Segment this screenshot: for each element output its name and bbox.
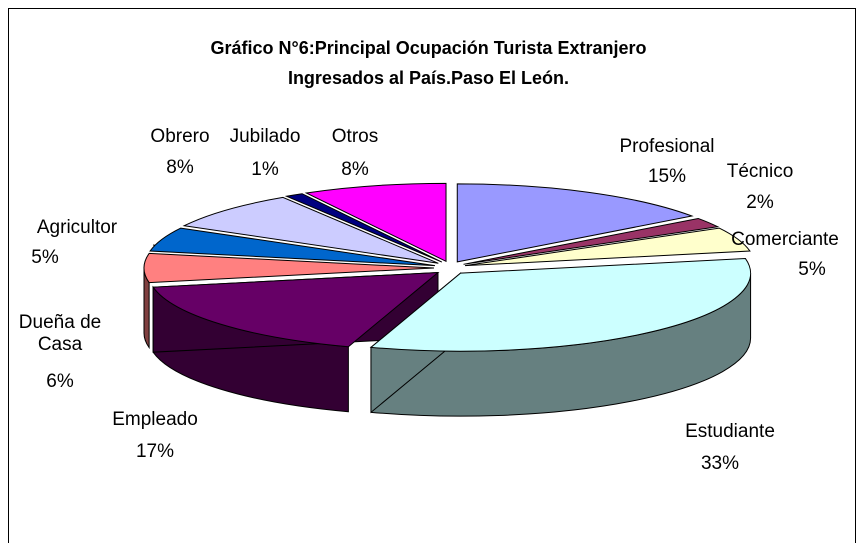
slice [369,258,752,352]
value-label: 6% [46,371,74,392]
value-label: 8% [341,159,369,180]
slice-label: Otros [331,126,379,147]
slice [463,217,720,265]
slice-label: Profesional [619,136,715,157]
chart-title: Ingresados al País.Paso El León. [287,68,570,88]
value-label: 33% [700,453,740,474]
value-label: 17% [135,441,175,462]
value-label: 1% [251,159,279,180]
slice-label: Dueña de Casa [18,312,102,355]
slice-label: Obrero [150,126,210,147]
slice [149,227,436,267]
slice-label: Empleado [112,409,198,430]
slice-label: Técnico [726,161,794,182]
value-label: 8% [166,157,194,178]
slice [464,227,751,267]
slice-label: Estudiante [685,421,775,442]
value-label: 2% [746,192,774,213]
slice-label: Jubilado [229,126,301,147]
slice-label: Comerciante [731,229,839,250]
value-label: 15% [647,166,687,187]
slice [152,271,440,348]
slice-label: Agricultor [36,217,118,238]
slice [182,196,439,264]
slice [284,193,443,263]
chart-title: Gráfico N°6:Principal Ocupación Turista … [210,38,647,58]
slice [304,182,447,263]
value-label: 5% [31,247,59,268]
value-label: 5% [798,259,826,280]
slice [456,183,694,263]
slice [143,252,435,284]
